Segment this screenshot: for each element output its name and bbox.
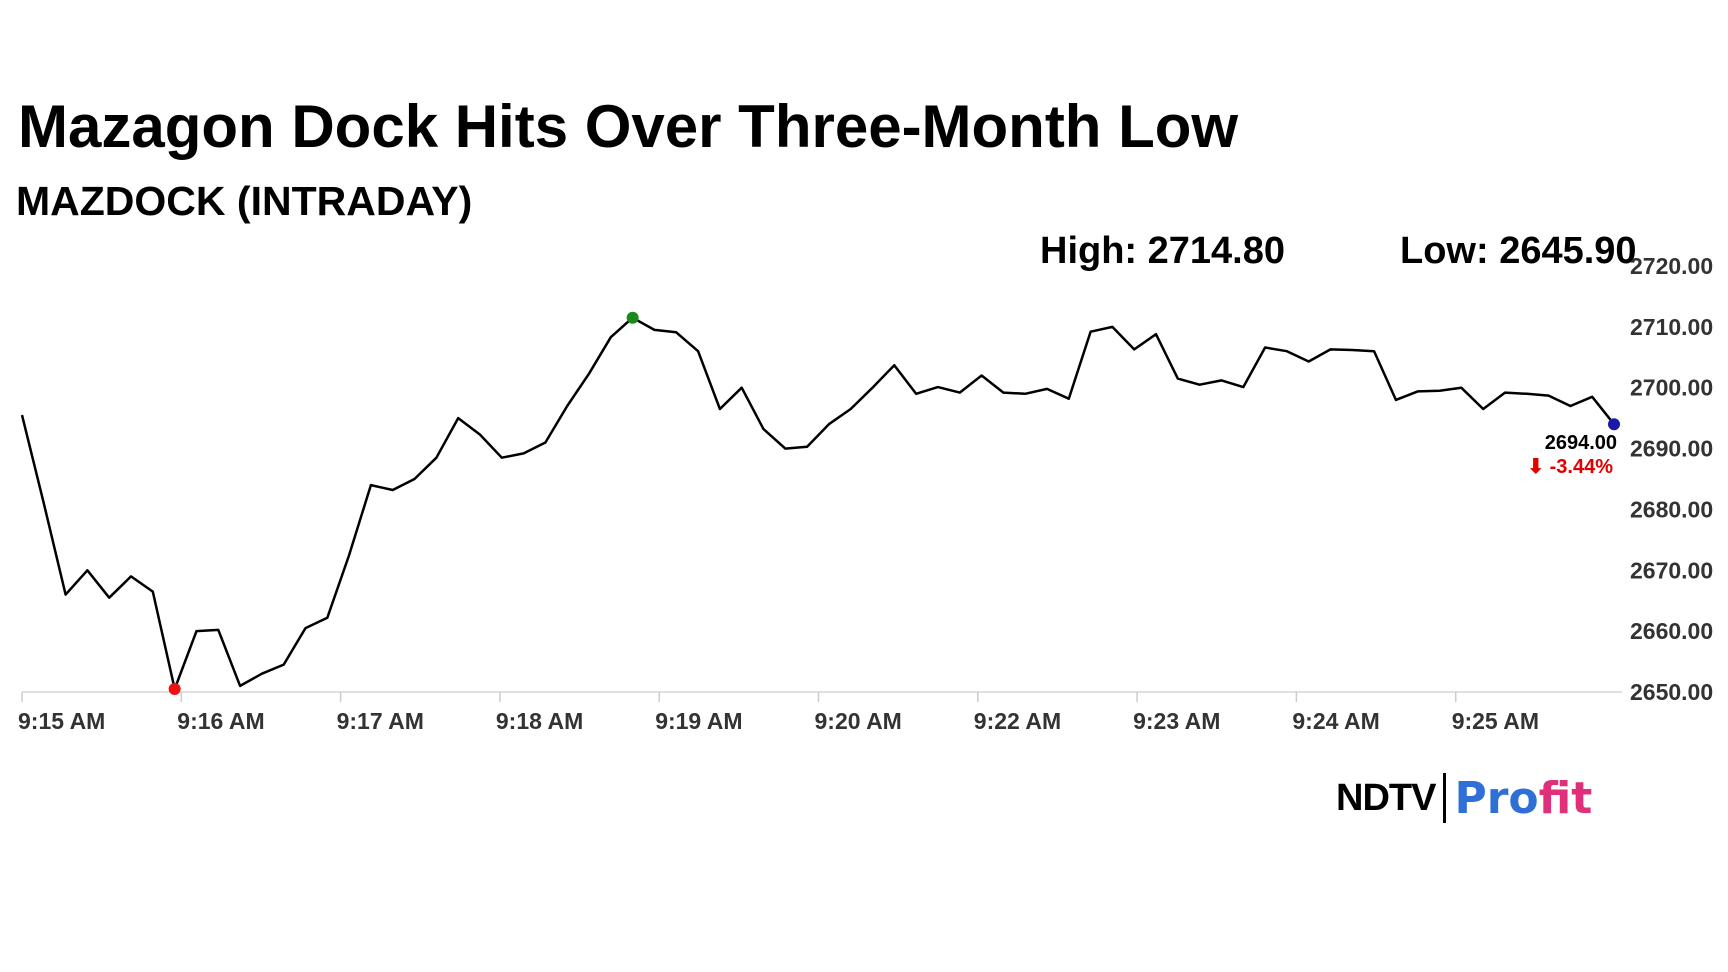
high-marker (626, 311, 639, 324)
y-tick-label: 2710.00 (1630, 314, 1713, 340)
high-stat: High: 2714.80 (1040, 230, 1285, 272)
x-tick-label: 9:20 AM (815, 708, 902, 734)
y-tick-label: 2670.00 (1630, 557, 1713, 583)
x-tick-label: 9:17 AM (337, 708, 424, 734)
ndtv-profit-logo: NDTV Profit (1336, 772, 1592, 824)
y-tick-label: 2680.00 (1630, 496, 1713, 522)
y-tick-label: 2660.00 (1630, 618, 1713, 644)
logo-separator (1443, 773, 1447, 823)
y-tick-label: 2720.00 (1630, 253, 1713, 279)
last-change-label: ⬇ -3.44% (1527, 456, 1613, 478)
x-tick-label: 9:19 AM (655, 708, 742, 734)
x-tick-label: 9:22 AM (974, 708, 1061, 734)
low-marker (168, 682, 181, 695)
y-tick-label: 2690.00 (1630, 436, 1713, 462)
chart-title: Mazagon Dock Hits Over Three-Month Low (18, 93, 1239, 160)
last-value-label: 2694.00 (1545, 432, 1617, 454)
chart-subtitle: MAZDOCK (INTRADAY) (16, 178, 473, 224)
x-tick-label: 9:15 AM (18, 708, 105, 734)
y-tick-label: 2700.00 (1630, 375, 1713, 401)
last-marker (1608, 418, 1620, 431)
x-tick-label: 9:23 AM (1133, 708, 1220, 734)
profit-wordmark: Profit (1454, 772, 1593, 824)
low-stat: Low: 2645.90 (1400, 230, 1637, 272)
x-tick-label: 9:18 AM (496, 708, 583, 734)
x-tick-label: 9:16 AM (177, 708, 264, 734)
x-tick-label: 9:24 AM (1292, 708, 1379, 734)
ndtv-wordmark: NDTV (1336, 776, 1436, 819)
y-tick-label: 2650.00 (1630, 679, 1713, 705)
price-line (20, 316, 1615, 691)
x-tick-label: 9:25 AM (1452, 708, 1539, 734)
